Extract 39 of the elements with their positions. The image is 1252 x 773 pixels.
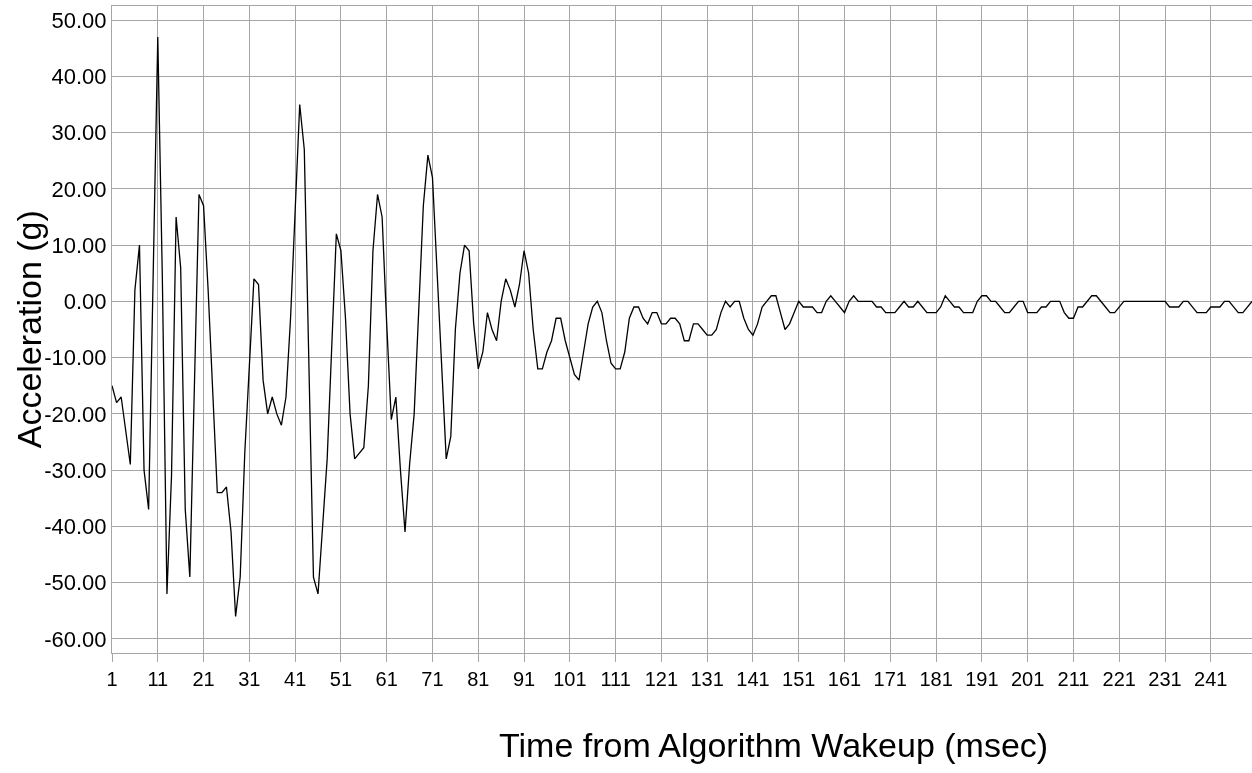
- line-series: [112, 36, 1252, 618]
- y-tick-label: 10.00: [51, 232, 107, 258]
- y-tick-label: 30.00: [51, 120, 107, 146]
- y-tick-label: 20.00: [51, 176, 107, 202]
- x-tick-label: 1: [106, 668, 118, 690]
- x-tick-label: 231: [1148, 668, 1182, 690]
- y-tick-label: -30.00: [44, 457, 107, 483]
- x-tick-label: 101: [553, 668, 587, 690]
- y-tick-label: 50.00: [51, 7, 107, 33]
- x-tick-label: 121: [644, 668, 679, 690]
- x-tick-label: 131: [690, 668, 724, 690]
- x-axis-title: Time from Algorithm Wakeup (msec): [499, 726, 1049, 764]
- x-tick-label: 241: [1194, 668, 1228, 690]
- y-tick-label: -10.00: [44, 345, 107, 371]
- y-tick-label: 40.00: [51, 64, 107, 90]
- y-tick-label: -60.00: [44, 626, 107, 652]
- x-tick-label: 81: [467, 668, 490, 690]
- y-tick-label: 0.00: [63, 289, 107, 315]
- x-tick-label: 71: [421, 668, 444, 690]
- x-tick-label: 171: [873, 668, 907, 690]
- x-tick-label: 141: [736, 668, 770, 690]
- x-tick-label: 211: [1057, 668, 1090, 690]
- y-tick-label: -20.00: [44, 401, 107, 427]
- x-tick-label: 21: [192, 668, 215, 690]
- y-tick-label: -40.00: [44, 514, 107, 540]
- x-tick-label: 221: [1102, 668, 1136, 690]
- x-tick-label: 91: [512, 668, 536, 690]
- x-tick-label: 51: [329, 668, 353, 690]
- y-tick-label: -50.00: [44, 570, 107, 596]
- x-tick-label: 201: [1010, 668, 1045, 690]
- x-tick-label: 191: [965, 668, 999, 690]
- x-tick-label: 111: [600, 668, 631, 690]
- x-tick-label: 181: [919, 668, 953, 690]
- x-tick-label: 151: [782, 668, 816, 690]
- x-tick-label: 161: [827, 668, 862, 690]
- x-tick-label: 61: [375, 668, 398, 690]
- x-tick-label: 41: [284, 668, 307, 690]
- x-tick-label: 11: [147, 668, 169, 690]
- x-tick-label: 31: [238, 668, 261, 690]
